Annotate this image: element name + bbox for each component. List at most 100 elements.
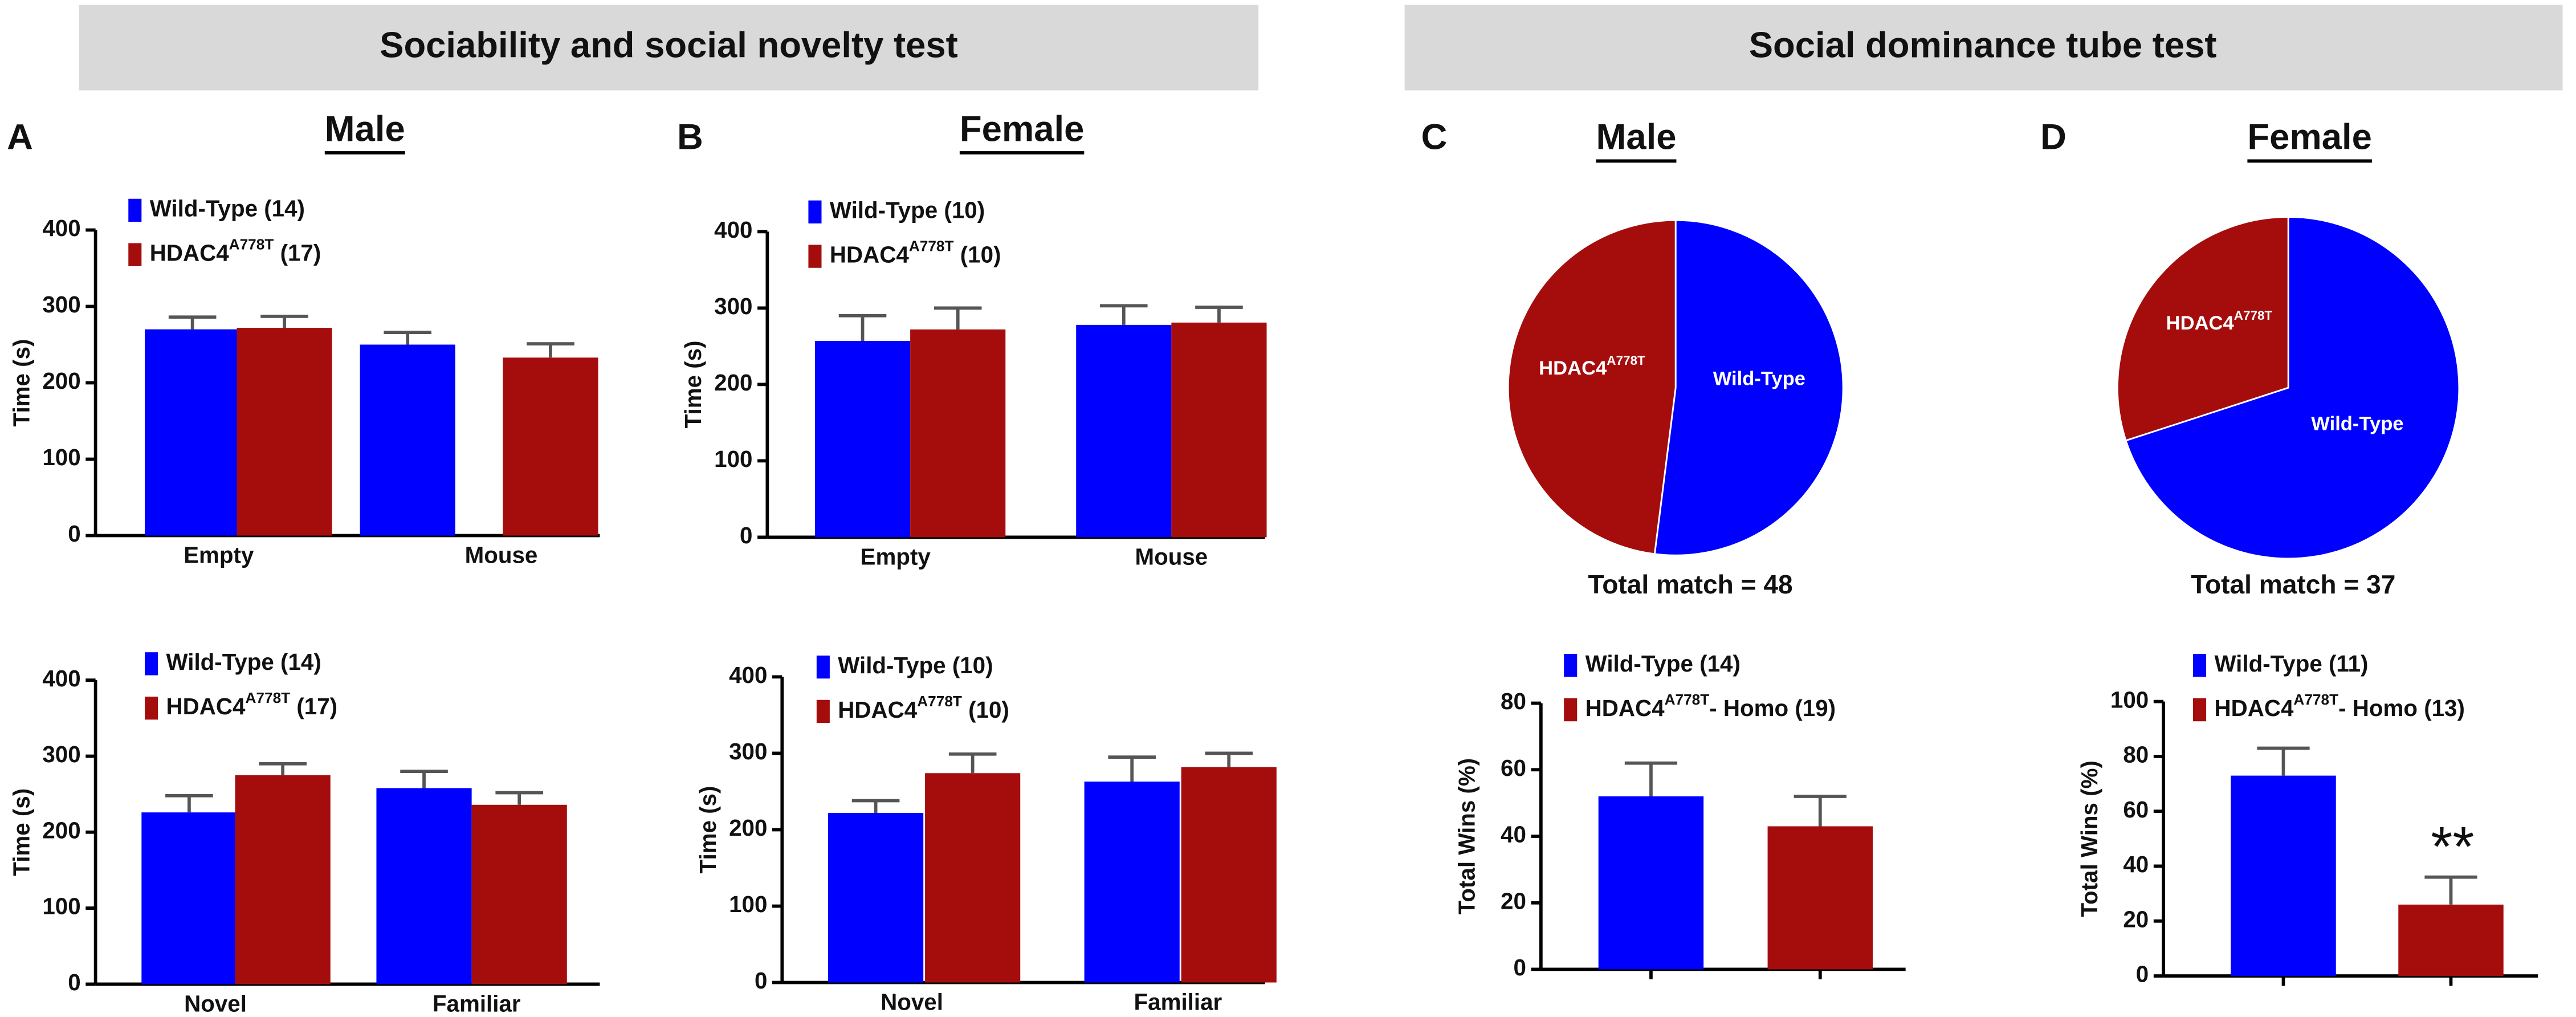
y-axis-label: Time (s) [680, 340, 706, 428]
x-tick-label: Novel [881, 989, 943, 1015]
y-tick-label: 400 [42, 215, 80, 241]
error-bar [838, 314, 887, 341]
slice-label: HDAC4A778T [1539, 353, 1645, 379]
bar [235, 775, 331, 985]
y-tick-label: 20 [2123, 906, 2149, 932]
legend-swatch [808, 200, 822, 223]
bar [2398, 904, 2504, 976]
panel-label: A [7, 117, 33, 157]
y-tick-label: 400 [42, 665, 80, 691]
y-tick-label: 100 [729, 891, 767, 917]
y-tick-label: 200 [42, 368, 80, 394]
error-bar [1108, 755, 1156, 782]
chart-title: Female [960, 109, 1084, 149]
error-bar [260, 315, 308, 328]
pie-slice [2117, 215, 2289, 442]
y-tick-label: 0 [2136, 961, 2149, 987]
bar [925, 773, 1021, 983]
annotation: Total match = 48 [1588, 569, 1793, 599]
legend-label: Wild-Type (10) [830, 197, 985, 223]
y-tick-label: 100 [2110, 686, 2149, 713]
error-bar [2424, 875, 2477, 905]
legend-label: HDAC4A778T (17) [150, 236, 321, 266]
x-tick-label: Familiar [433, 990, 521, 1016]
error-bar [165, 794, 213, 813]
legend-label: HDAC4A778T- Homo (13) [2214, 691, 2464, 721]
slice-label: HDAC4A778T [2166, 308, 2273, 334]
y-axis-label: Time (s) [695, 786, 721, 873]
chart-title: Male [325, 109, 405, 149]
y-axis-label: Total Wins (%) [1454, 758, 1480, 914]
legend-swatch [128, 243, 142, 266]
slice-label: Wild-Type [2311, 413, 2403, 434]
bar [1084, 782, 1180, 983]
pie-slice [1507, 219, 1677, 555]
legend-label: HDAC4A778T- Homo (19) [1585, 691, 1836, 721]
header-box [1404, 5, 2563, 91]
y-tick-label: 40 [2123, 851, 2149, 877]
legend-swatch [145, 652, 158, 676]
header-box [79, 5, 1259, 91]
panel-label: D [2040, 117, 2066, 157]
y-tick-label: 0 [740, 522, 752, 548]
x-tick-label: Novel [184, 990, 247, 1016]
panel-label: C [1421, 117, 1448, 157]
y-tick-label: 200 [714, 369, 752, 396]
annotation: ** [2431, 815, 2474, 878]
legend-swatch [1564, 654, 1578, 677]
legend-label: HDAC4A778T (17) [166, 689, 338, 719]
bar [471, 804, 567, 985]
y-axis-label: Time (s) [8, 339, 34, 427]
y-tick-label: 40 [1501, 821, 1526, 848]
y-tick-label: 100 [42, 444, 80, 470]
legend-label: Wild-Type (14) [166, 649, 321, 675]
error-bar [400, 770, 448, 788]
x-tick-label: Mouse [1135, 544, 1208, 570]
legend-swatch [816, 655, 830, 679]
error-bar [1195, 306, 1243, 323]
legend-swatch [2193, 654, 2207, 677]
legend-swatch [2193, 698, 2207, 722]
bar [141, 812, 237, 985]
y-tick-label: 0 [68, 969, 80, 995]
error-bar [1205, 751, 1253, 767]
legend-swatch [145, 696, 158, 720]
y-tick-label: 100 [42, 893, 80, 920]
bar [1767, 826, 1873, 970]
bar [1181, 767, 1277, 983]
chart-title: Female [2247, 117, 2371, 157]
y-tick-label: 100 [714, 446, 752, 472]
bar [1076, 324, 1172, 538]
y-tick-label: 200 [729, 815, 767, 841]
header: Sociability and social novelty test [380, 25, 958, 65]
annotation: Total match = 37 [2191, 569, 2395, 599]
legend-label: Wild-Type (11) [2214, 650, 2368, 677]
error-bar [1794, 795, 1847, 827]
y-tick-label: 400 [714, 217, 752, 243]
y-tick-label: 80 [1501, 688, 1526, 714]
error-bar [259, 762, 307, 775]
bar [2231, 775, 2336, 976]
legend-label: Wild-Type (10) [838, 652, 993, 678]
bar [1598, 796, 1704, 970]
x-tick-label: Familiar [1134, 989, 1222, 1015]
x-tick-label: Empty [184, 542, 254, 568]
pie-slice [1653, 219, 1844, 556]
y-axis-label: Total Wins (%) [2076, 760, 2102, 917]
pie-slice [2125, 215, 2460, 560]
error-bar [495, 791, 543, 805]
y-tick-label: 200 [42, 817, 80, 843]
error-bar [168, 315, 217, 329]
error-bar [527, 342, 574, 358]
bar [503, 357, 598, 536]
bar [814, 341, 911, 538]
legend-swatch [1564, 698, 1578, 722]
x-tick-label: Mouse [465, 542, 538, 568]
bar [145, 329, 241, 536]
error-bar [948, 752, 997, 774]
y-tick-label: 300 [42, 291, 80, 318]
y-tick-label: 80 [2123, 742, 2149, 768]
y-tick-label: 20 [1501, 888, 1526, 914]
y-tick-label: 0 [1513, 954, 1526, 981]
legend-swatch [808, 245, 822, 268]
